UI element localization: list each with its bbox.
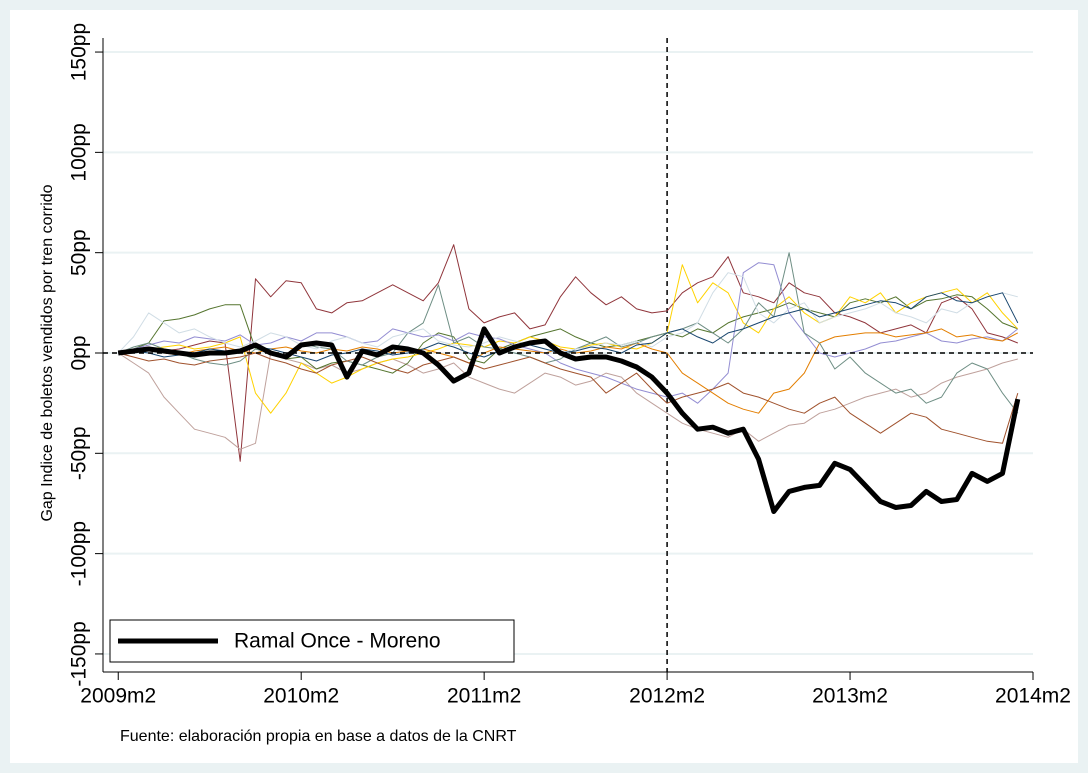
series-line (118, 244, 1018, 462)
y-tick-label: 150pp (68, 23, 91, 81)
x-tick-label: 2013m2 (812, 685, 888, 708)
series-line (118, 262, 1019, 404)
legend-label: Ramal Once - Moreno (234, 630, 441, 653)
y-tick-label: -50pp (68, 426, 91, 480)
x-tick-label: 2014m2 (995, 685, 1071, 708)
y-tick-label: -150pp (68, 621, 91, 686)
series-line (118, 352, 1019, 444)
series-line (117, 352, 1018, 450)
x-tick-label: 2012m2 (629, 685, 705, 708)
y-axis-title: Gap Indice de boletos vendidos por tren … (39, 184, 56, 521)
x-tick-label: 2009m2 (80, 685, 156, 708)
series-line (118, 292, 1019, 362)
y-tick-label: -100pp (68, 521, 91, 586)
series-line (117, 326, 1021, 514)
x-tick-label: 2011m2 (447, 685, 521, 708)
note: Fuente: elaboración propia en base a dat… (120, 728, 517, 745)
y-tick-label: 50pp (68, 229, 91, 276)
y-tick-label: 0pp (68, 335, 91, 370)
x-tick-label: 2010m2 (263, 685, 339, 708)
y-tick-label: 100pp (68, 123, 91, 181)
series-line (118, 264, 1019, 414)
series-line (117, 272, 1018, 354)
